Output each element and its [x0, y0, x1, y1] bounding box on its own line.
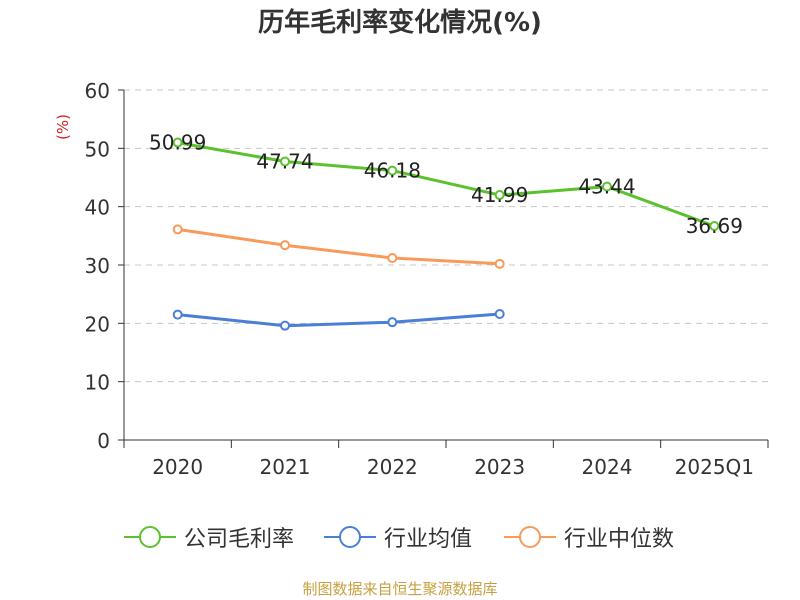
- data-point: [280, 156, 290, 167]
- y-tick-label: 60: [85, 79, 110, 103]
- series-line-1: [176, 312, 502, 328]
- data-point: [172, 137, 183, 148]
- chart-title: 历年毛利率变化情况(%): [258, 8, 542, 38]
- data-point: [172, 224, 183, 235]
- grid-lines: [124, 89, 768, 383]
- data-label: 41.99: [471, 183, 528, 207]
- y-tick-label: 20: [85, 312, 110, 336]
- series-line-2: [176, 227, 502, 266]
- data-source-footer: 制图数据来自恒生聚源数据库: [302, 580, 498, 598]
- y-tick-label: 40: [85, 196, 110, 220]
- data-point: [387, 165, 398, 176]
- data-point: [280, 320, 290, 331]
- legend-marker-circle: [339, 526, 361, 548]
- y-axis-unit-label: (%): [54, 114, 72, 140]
- legend-marker-circle: [139, 526, 161, 548]
- data-point: [387, 317, 398, 328]
- legend-label: 公司毛利率: [184, 527, 295, 552]
- y-tick-label: 50: [85, 137, 110, 161]
- chart-legend: 公司毛利率 行业均值 行业中位数: [0, 520, 800, 554]
- legend-marker-icon: [124, 526, 176, 548]
- x-tick-label: 2021: [260, 455, 311, 479]
- y-tick-label: 10: [85, 371, 110, 395]
- y-tick-label: 0: [97, 429, 110, 453]
- data-point: [172, 309, 183, 320]
- legend-item-1[interactable]: 行业均值: [322, 520, 472, 554]
- x-tick-label: 2023: [474, 455, 525, 479]
- x-axis: 2020 2021 2022 2023 2024 2025Q1: [123, 439, 769, 479]
- data-point: [494, 309, 505, 319]
- legend-label: 行业中位数: [564, 527, 675, 552]
- y-tick-label: 30: [85, 254, 110, 278]
- data-point: [602, 181, 612, 192]
- series-line-0: [176, 141, 716, 228]
- data-point: [280, 240, 290, 251]
- data-labels: 50.99 47.74 46.18 41.99 43.44 36.69: [149, 131, 743, 238]
- legend-item-2[interactable]: 行业中位数: [502, 520, 674, 554]
- data-label: 36.69: [686, 214, 743, 238]
- data-label: 50.99: [149, 131, 206, 155]
- legend-marker-circle: [519, 526, 541, 548]
- data-point: [494, 190, 505, 201]
- y-axis: 0 10 20 30 40 50 60: [85, 79, 125, 453]
- x-tick-label: 2020: [152, 455, 203, 479]
- data-point: [494, 258, 505, 269]
- x-tick-label: 2025Q1: [675, 455, 754, 479]
- x-tick-label: 2022: [367, 455, 418, 479]
- data-point: [387, 253, 398, 263]
- data-label: 43.44: [578, 175, 635, 199]
- legend-label: 行业均值: [384, 527, 473, 552]
- x-tick-label: 2024: [582, 455, 633, 479]
- data-label: 47.74: [256, 150, 313, 174]
- data-label: 46.18: [364, 159, 421, 183]
- series-lines: [172, 137, 720, 331]
- data-point: [709, 220, 720, 231]
- legend-item-0[interactable]: 公司毛利率: [122, 520, 294, 554]
- legend-marker-icon: [324, 526, 376, 548]
- legend-marker-icon: [504, 526, 556, 548]
